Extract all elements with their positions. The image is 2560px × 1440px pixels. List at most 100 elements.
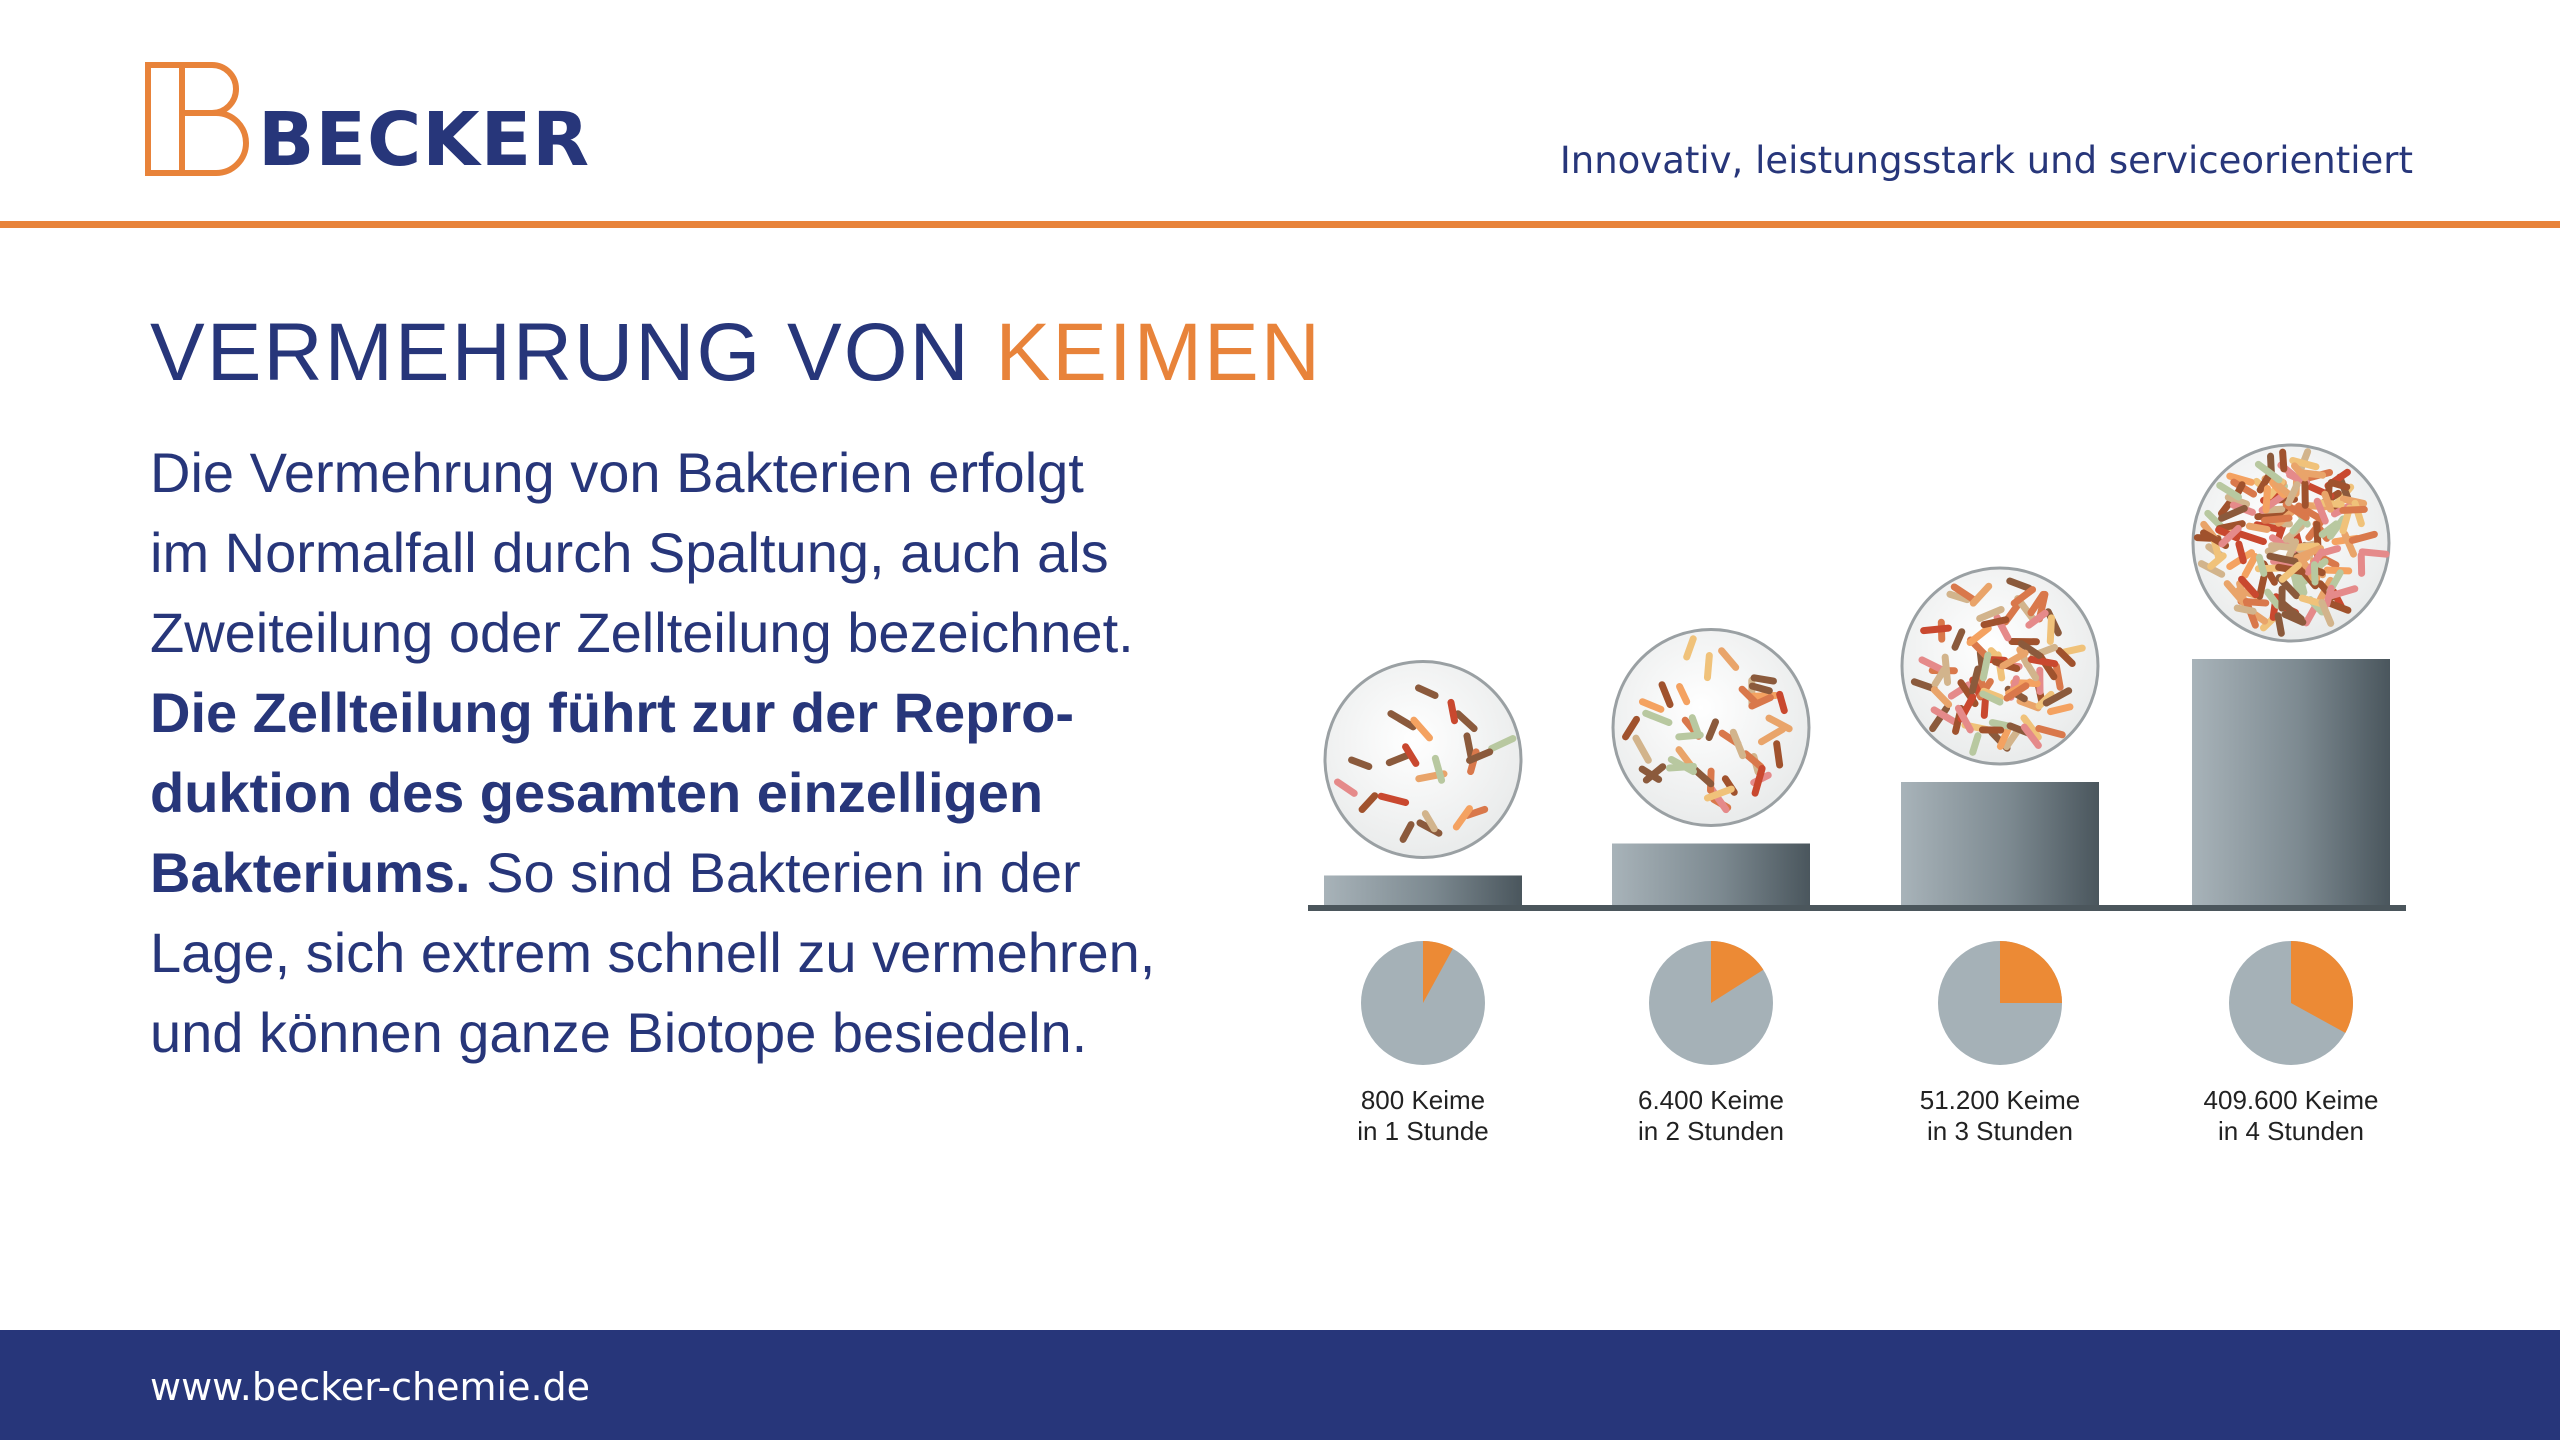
bacterium (1910, 678, 1938, 693)
page-title: VERMEHRUNG VON KEIMEN (150, 312, 1322, 394)
bacterium (2270, 557, 2297, 569)
bacterium (1410, 716, 1433, 742)
stage-caption-time: in 4 Stunden (2218, 1116, 2364, 1146)
bacterium (2020, 714, 2042, 741)
bacterium (2348, 530, 2378, 544)
bacterium (1946, 590, 1971, 604)
bacterium (1757, 725, 1787, 746)
growth-bar (1901, 782, 2099, 905)
bacterium (2046, 614, 2055, 645)
bacterium (1969, 582, 1993, 607)
bacterium (1454, 710, 1478, 733)
bacterium (1703, 652, 1713, 682)
bacteria-petri-dish-icon (1611, 628, 1811, 827)
bacterium (2224, 493, 2251, 508)
bacterium (1976, 606, 2005, 622)
bacterium (2226, 472, 2255, 486)
bacterium (2207, 552, 2227, 570)
stage-caption-count: 51.200 Keime (1920, 1085, 2080, 1115)
bacterium (1748, 682, 1773, 695)
pie-fraction-icon (1649, 941, 1773, 1065)
bacterium (2233, 604, 2257, 615)
header-divider (0, 221, 2560, 228)
bacteria-petri-dish-icon (2191, 443, 2391, 643)
bacterium (2262, 484, 2271, 514)
bacterium (1776, 690, 1788, 715)
pie-fraction-icon (1361, 941, 1485, 1065)
bacterium (2295, 502, 2323, 522)
bacterium (2020, 723, 2042, 749)
body-line: Zweiteilung oder Zellteilung bezeichnet. (150, 601, 1134, 664)
bacterium (2216, 481, 2242, 501)
bacterium (2285, 481, 2301, 507)
bacterium (1632, 734, 1652, 764)
bacterium (2035, 725, 2066, 739)
bacterium (2238, 575, 2260, 599)
logo-bar-left (145, 62, 185, 176)
body-bold-fragment: Bakteriums. (150, 841, 471, 904)
bacterium (1931, 666, 1948, 688)
website-link[interactable]: www.becker-chemie.de (150, 1365, 591, 1409)
bacterium (2042, 687, 2073, 707)
becker-logo[interactable] (145, 62, 565, 182)
bacterium (2282, 501, 2310, 522)
bacterium (2060, 644, 2086, 656)
logo-bowl-top (182, 62, 239, 116)
bacterium (2321, 490, 2334, 513)
bacterium (1979, 651, 1992, 682)
bacterium (2289, 514, 2308, 535)
bacterium (2284, 538, 2300, 562)
bacterium (2289, 567, 2303, 599)
bacterium (2281, 610, 2307, 626)
bacterium (2278, 561, 2303, 583)
bacterium (1431, 754, 1446, 784)
bacterium (1387, 710, 1417, 731)
pie-fraction-icon (1938, 941, 2062, 1065)
bacterium (2254, 460, 2283, 484)
pie-slice (1423, 941, 1453, 1003)
bacterium (1966, 624, 1992, 647)
body-paragraph: Die Vermehrung von Bakterien erfolgt im … (150, 433, 1300, 1073)
header: BECKER Innovativ, leistungsstark und ser… (0, 0, 2560, 228)
bacterium (2016, 697, 2042, 712)
bacterium (2295, 570, 2308, 597)
growth-bar (1612, 843, 1810, 905)
bacterium (1658, 681, 1674, 709)
bacterium (1402, 743, 1420, 767)
bacterium (1950, 583, 1978, 604)
bacterium (1463, 805, 1489, 819)
bacterium (2218, 504, 2248, 522)
bacterium (2241, 552, 2259, 579)
bacterium (2256, 573, 2268, 600)
bacterium (2236, 530, 2267, 546)
bacterium (2245, 522, 2271, 533)
logo-bowl-bottom (182, 110, 249, 176)
bacterium (1676, 683, 1691, 706)
brand-wordmark: BECKER (258, 97, 591, 183)
bacterium (2010, 586, 2037, 607)
bacterium (1930, 686, 1953, 708)
bacterium (1979, 690, 2004, 706)
bacterium (2272, 479, 2295, 500)
bacterium (2318, 520, 2340, 539)
body-line-bold: duktion des gesamten einzelligen (150, 761, 1044, 824)
bacterium (1385, 750, 1414, 767)
bacterium (2027, 655, 2059, 668)
bacterium (1738, 685, 1759, 706)
footer: www.becker-chemie.de (0, 1330, 2560, 1440)
bacterium (1421, 810, 1438, 833)
bacterium (1750, 674, 1777, 685)
tagline: Innovativ, leistungsstark und serviceori… (1559, 139, 2413, 182)
stage-caption-count: 800 Keime (1361, 1085, 1485, 1115)
bacterium (2274, 612, 2285, 637)
bacterium (2291, 462, 2309, 482)
stage-caption-count: 409.600 Keime (2204, 1085, 2379, 1115)
bacterium (2055, 647, 2076, 668)
pie-slice (2000, 941, 2062, 1003)
bacterium (1488, 735, 1517, 752)
bacterium (1688, 714, 1702, 738)
body-line: und können ganze Biotope besiedeln. (150, 1001, 1088, 1064)
bacterium (2293, 544, 2325, 562)
body-line-bold: Die Zellteilung führt zur der Repro- (150, 681, 1075, 744)
bacterium (2324, 598, 2352, 614)
